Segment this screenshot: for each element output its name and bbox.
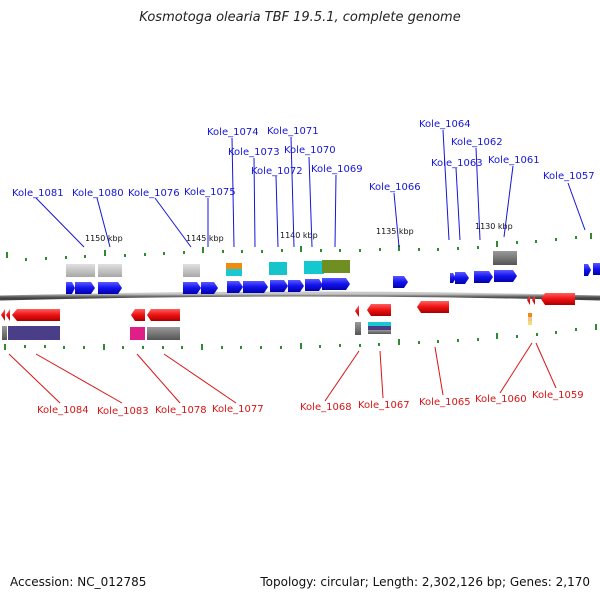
gene-label-kole-1084: Kole_1084 xyxy=(37,405,89,416)
forward-strand-genes xyxy=(66,263,600,294)
gene-label-kole-1080: Kole_1080 xyxy=(72,188,124,199)
gene-label-kole-1075: Kole_1075 xyxy=(184,187,236,198)
gene-label-kole-1064: Kole_1064 xyxy=(419,119,471,130)
gene-label-kole-1083: Kole_1083 xyxy=(97,406,149,417)
gene-label-kole-1068: Kole_1068 xyxy=(300,402,352,413)
gene-label-kole-1072: Kole_1072 xyxy=(251,166,303,177)
top-leader-lines xyxy=(35,129,586,248)
genome-backbone xyxy=(0,291,600,301)
gene-label-kole-1077: Kole_1077 xyxy=(212,404,264,415)
gene-label-kole-1059: Kole_1059 xyxy=(532,390,584,401)
accession-label: Accession: NC_012785 xyxy=(10,575,147,589)
gene-label-kole-1057: Kole_1057 xyxy=(543,171,595,182)
gene-label-kole-1067: Kole_1067 xyxy=(358,400,410,411)
gene-label-kole-1061: Kole_1061 xyxy=(488,155,540,166)
scale-label-1135: 1135 kbp xyxy=(376,227,414,236)
scale-label-1150: 1150 kbp xyxy=(85,234,123,243)
gene-label-kole-1069: Kole_1069 xyxy=(311,164,363,175)
gene-label-kole-1070: Kole_1070 xyxy=(284,145,336,156)
gene-label-kole-1063: Kole_1063 xyxy=(431,158,483,169)
gene-label-kole-1066: Kole_1066 xyxy=(369,182,421,193)
genome-title: Kosmotoga olearia TBF 19.5.1, complete g… xyxy=(139,10,461,25)
lower-scale-ticks xyxy=(4,324,597,350)
gene-label-kole-1065: Kole_1065 xyxy=(419,397,471,408)
gene-label-kole-1071: Kole_1071 xyxy=(267,126,319,137)
gene-label-kole-1078: Kole_1078 xyxy=(155,405,207,416)
scale-label-1140: 1140 kbp xyxy=(280,231,318,240)
upper-scale-ticks xyxy=(6,233,592,261)
reverse-strand-genes xyxy=(1,293,575,321)
scale-label-1130: 1130 kbp xyxy=(475,222,513,231)
bottom-leader-lines xyxy=(8,342,557,404)
bottom-feature-blocks xyxy=(2,313,532,340)
scale-label-1145: 1145 kbp xyxy=(186,234,224,243)
gene-label-kole-1073: Kole_1073 xyxy=(228,147,280,158)
top-feature-blocks xyxy=(66,251,517,277)
gene-label-kole-1060: Kole_1060 xyxy=(475,394,527,405)
genome-stats-label: Topology: circular; Length: 2,302,126 bp… xyxy=(260,575,590,589)
gene-label-kole-1081: Kole_1081 xyxy=(12,188,64,199)
gene-label-kole-1076: Kole_1076 xyxy=(128,188,180,199)
gene-label-kole-1062: Kole_1062 xyxy=(451,137,503,148)
gene-label-kole-1074: Kole_1074 xyxy=(207,127,259,138)
